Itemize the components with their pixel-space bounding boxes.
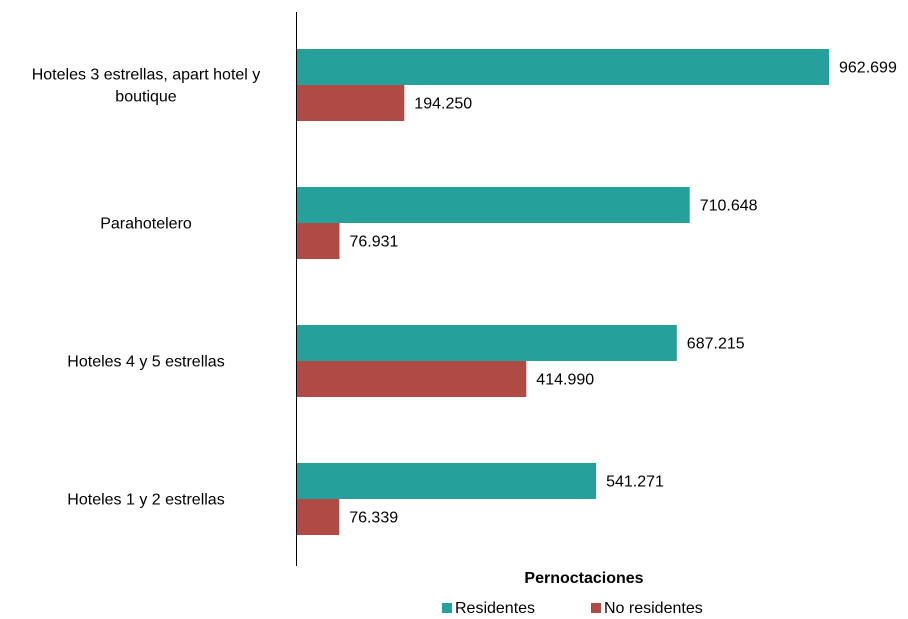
category-label-line: Hoteles 3 estrellas, apart hotel y <box>32 67 261 84</box>
bar-residentes-2 <box>297 325 677 361</box>
data-label-residentes-2: 687.215 <box>687 336 745 353</box>
bar-no-residentes-0 <box>297 85 405 121</box>
category-label-line: Hoteles 1 y 2 estrellas <box>67 492 224 509</box>
bar-no-residentes-2 <box>297 361 527 397</box>
category-label-2: Hoteles 4 y 5 estrellas <box>67 354 224 371</box>
data-label-residentes-1: 710.648 <box>700 198 758 215</box>
legend-label-residentes: Residentes <box>455 600 535 617</box>
legend: Residentes No residentes <box>442 600 703 617</box>
category-label-line: boutique <box>115 89 176 106</box>
legend-swatch-no-residentes <box>591 603 601 613</box>
data-label-no-residentes-3: 76.339 <box>349 510 398 527</box>
category-label-1: Parahotelero <box>100 216 192 233</box>
data-labels: 962.699 194.250 710.648 76.931 687.215 414.99… <box>349 60 897 527</box>
category-label-0: Hoteles 3 estrellas, apart hotel y boutiq… <box>32 67 261 106</box>
data-label-no-residentes-2: 414.990 <box>536 372 594 389</box>
data-label-no-residentes-0: 194.250 <box>414 96 472 113</box>
data-label-residentes-0: 962.699 <box>839 60 897 77</box>
bar-no-residentes-3 <box>297 499 340 535</box>
category-labels: Hoteles 3 estrellas, apart hotel y boutiq… <box>32 67 261 509</box>
bar-residentes-3 <box>297 463 597 499</box>
x-axis-title: Pernoctaciones <box>524 570 643 587</box>
category-label-line: Parahotelero <box>100 216 192 233</box>
legend-label-no-residentes: No residentes <box>604 600 703 617</box>
bar-no-residentes-1 <box>297 223 340 259</box>
category-label-3: Hoteles 1 y 2 estrellas <box>67 492 224 509</box>
data-label-no-residentes-1: 76.931 <box>350 234 399 251</box>
data-label-residentes-3: 541.271 <box>606 474 664 491</box>
bars-layer <box>297 49 829 535</box>
category-label-line: Hoteles 4 y 5 estrellas <box>67 354 224 371</box>
bar-residentes-0 <box>297 49 829 85</box>
legend-swatch-residentes <box>442 603 452 613</box>
bar-residentes-1 <box>297 187 690 223</box>
